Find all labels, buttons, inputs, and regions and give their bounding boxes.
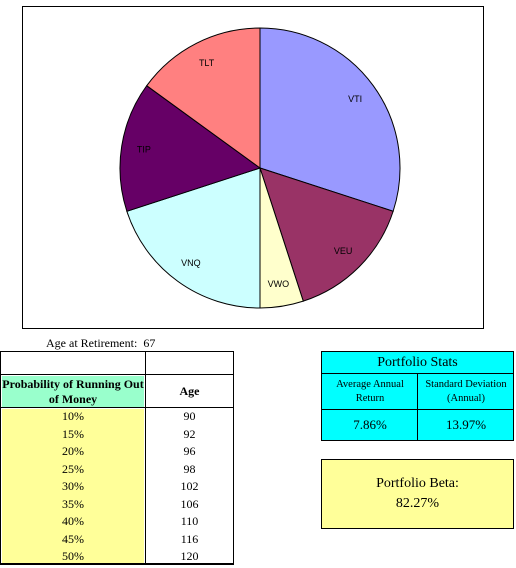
stats-column-divider [417,374,418,440]
pie-slice-tip [119,85,262,212]
pie-label-tip: TIP [137,145,151,155]
age-cell: 110 [180,514,199,528]
table-row: 50% 120 [0,548,236,566]
probability-cell: 20% [62,444,84,458]
table-row: 45% 116 [0,531,236,549]
probability-column-fill [2,409,144,563]
portfolio-stats-box: Portfolio Stats Average Annual Return St… [321,351,514,441]
pie-label-vti: VTI [348,94,362,104]
average-annual-return-label: Average Annual Return [336,379,404,404]
probability-cell: 15% [62,426,84,441]
table-right-border [233,351,234,565]
table-top-border [0,351,234,352]
table-row: 20% 96 [0,443,236,461]
table-middle-border [145,351,146,565]
probability-cell: 30% [62,479,84,493]
age-at-retirement-label: Age at Retirement: [46,336,138,350]
age-cell: 116 [180,531,199,546]
pie-slice-veu [259,167,394,302]
age-cell: 98 [183,461,196,476]
table-row: 35% 106 [0,496,236,514]
age-cell: 102 [180,479,199,493]
table-row: 40% 110 [0,513,236,531]
pie-label-vwo: VWO [268,279,290,289]
probability-cell: 25% [62,461,84,476]
pie-chart: VTI VEU VWO VNQ TIP TLT [119,27,401,309]
probability-header: Probability of Running Out of Money [2,376,144,407]
pie-slice-tlt [146,27,261,169]
pie-slice-vti [259,27,401,212]
portfolio-beta-box: Portfolio Beta: 82.27% [321,459,514,529]
table-row: 15% 92 [0,426,236,444]
portfolio-stats-title: Portfolio Stats [322,352,513,374]
probability-cell: 40% [62,514,84,528]
table-header-top-border [0,374,234,375]
probability-cell: 50% [62,549,84,563]
table-bottom-border [0,563,234,565]
table-row: 10% 90 [0,408,236,426]
probability-cell: 45% [62,531,84,546]
pie-label-veu: VEU [334,246,353,256]
pie-label-tlt: TLT [199,58,215,68]
age-cell: 106 [180,496,199,511]
age-header: Age [179,384,200,398]
pie-chart-frame: VTI VEU VWO VNQ TIP TLT [22,6,484,329]
average-annual-return-value: 7.86% [353,417,387,432]
age-at-retirement: Age at Retirement: 67 [46,336,161,351]
portfolio-beta-value: 82.27% [395,496,440,511]
age-cell: 92 [183,426,196,441]
table-row: 25% 98 [0,461,236,479]
age-cell: 120 [180,549,199,563]
pie-slice-vnq [126,167,261,309]
age-cell: 90 [183,409,196,423]
probability-cell: 35% [62,496,84,511]
standard-deviation-value: 13.97% [445,417,487,432]
probability-table-rows: 10% 90 15% 92 20% 96 25% 98 30% 102 35% 106 40% 110 45… [0,408,236,566]
probability-cell: 10% [62,409,84,423]
table-left-border [0,351,1,565]
table-row: 30% 102 [0,478,236,496]
age-cell: 96 [183,444,196,458]
portfolio-beta-label: Portfolio Beta: [376,476,459,491]
age-at-retirement-value: 67 [143,336,156,350]
pie-label-vnq: VNQ [181,258,201,268]
standard-deviation-label: Standard Deviation (Annual) [425,379,507,404]
table-header-bottom-border [0,407,234,408]
